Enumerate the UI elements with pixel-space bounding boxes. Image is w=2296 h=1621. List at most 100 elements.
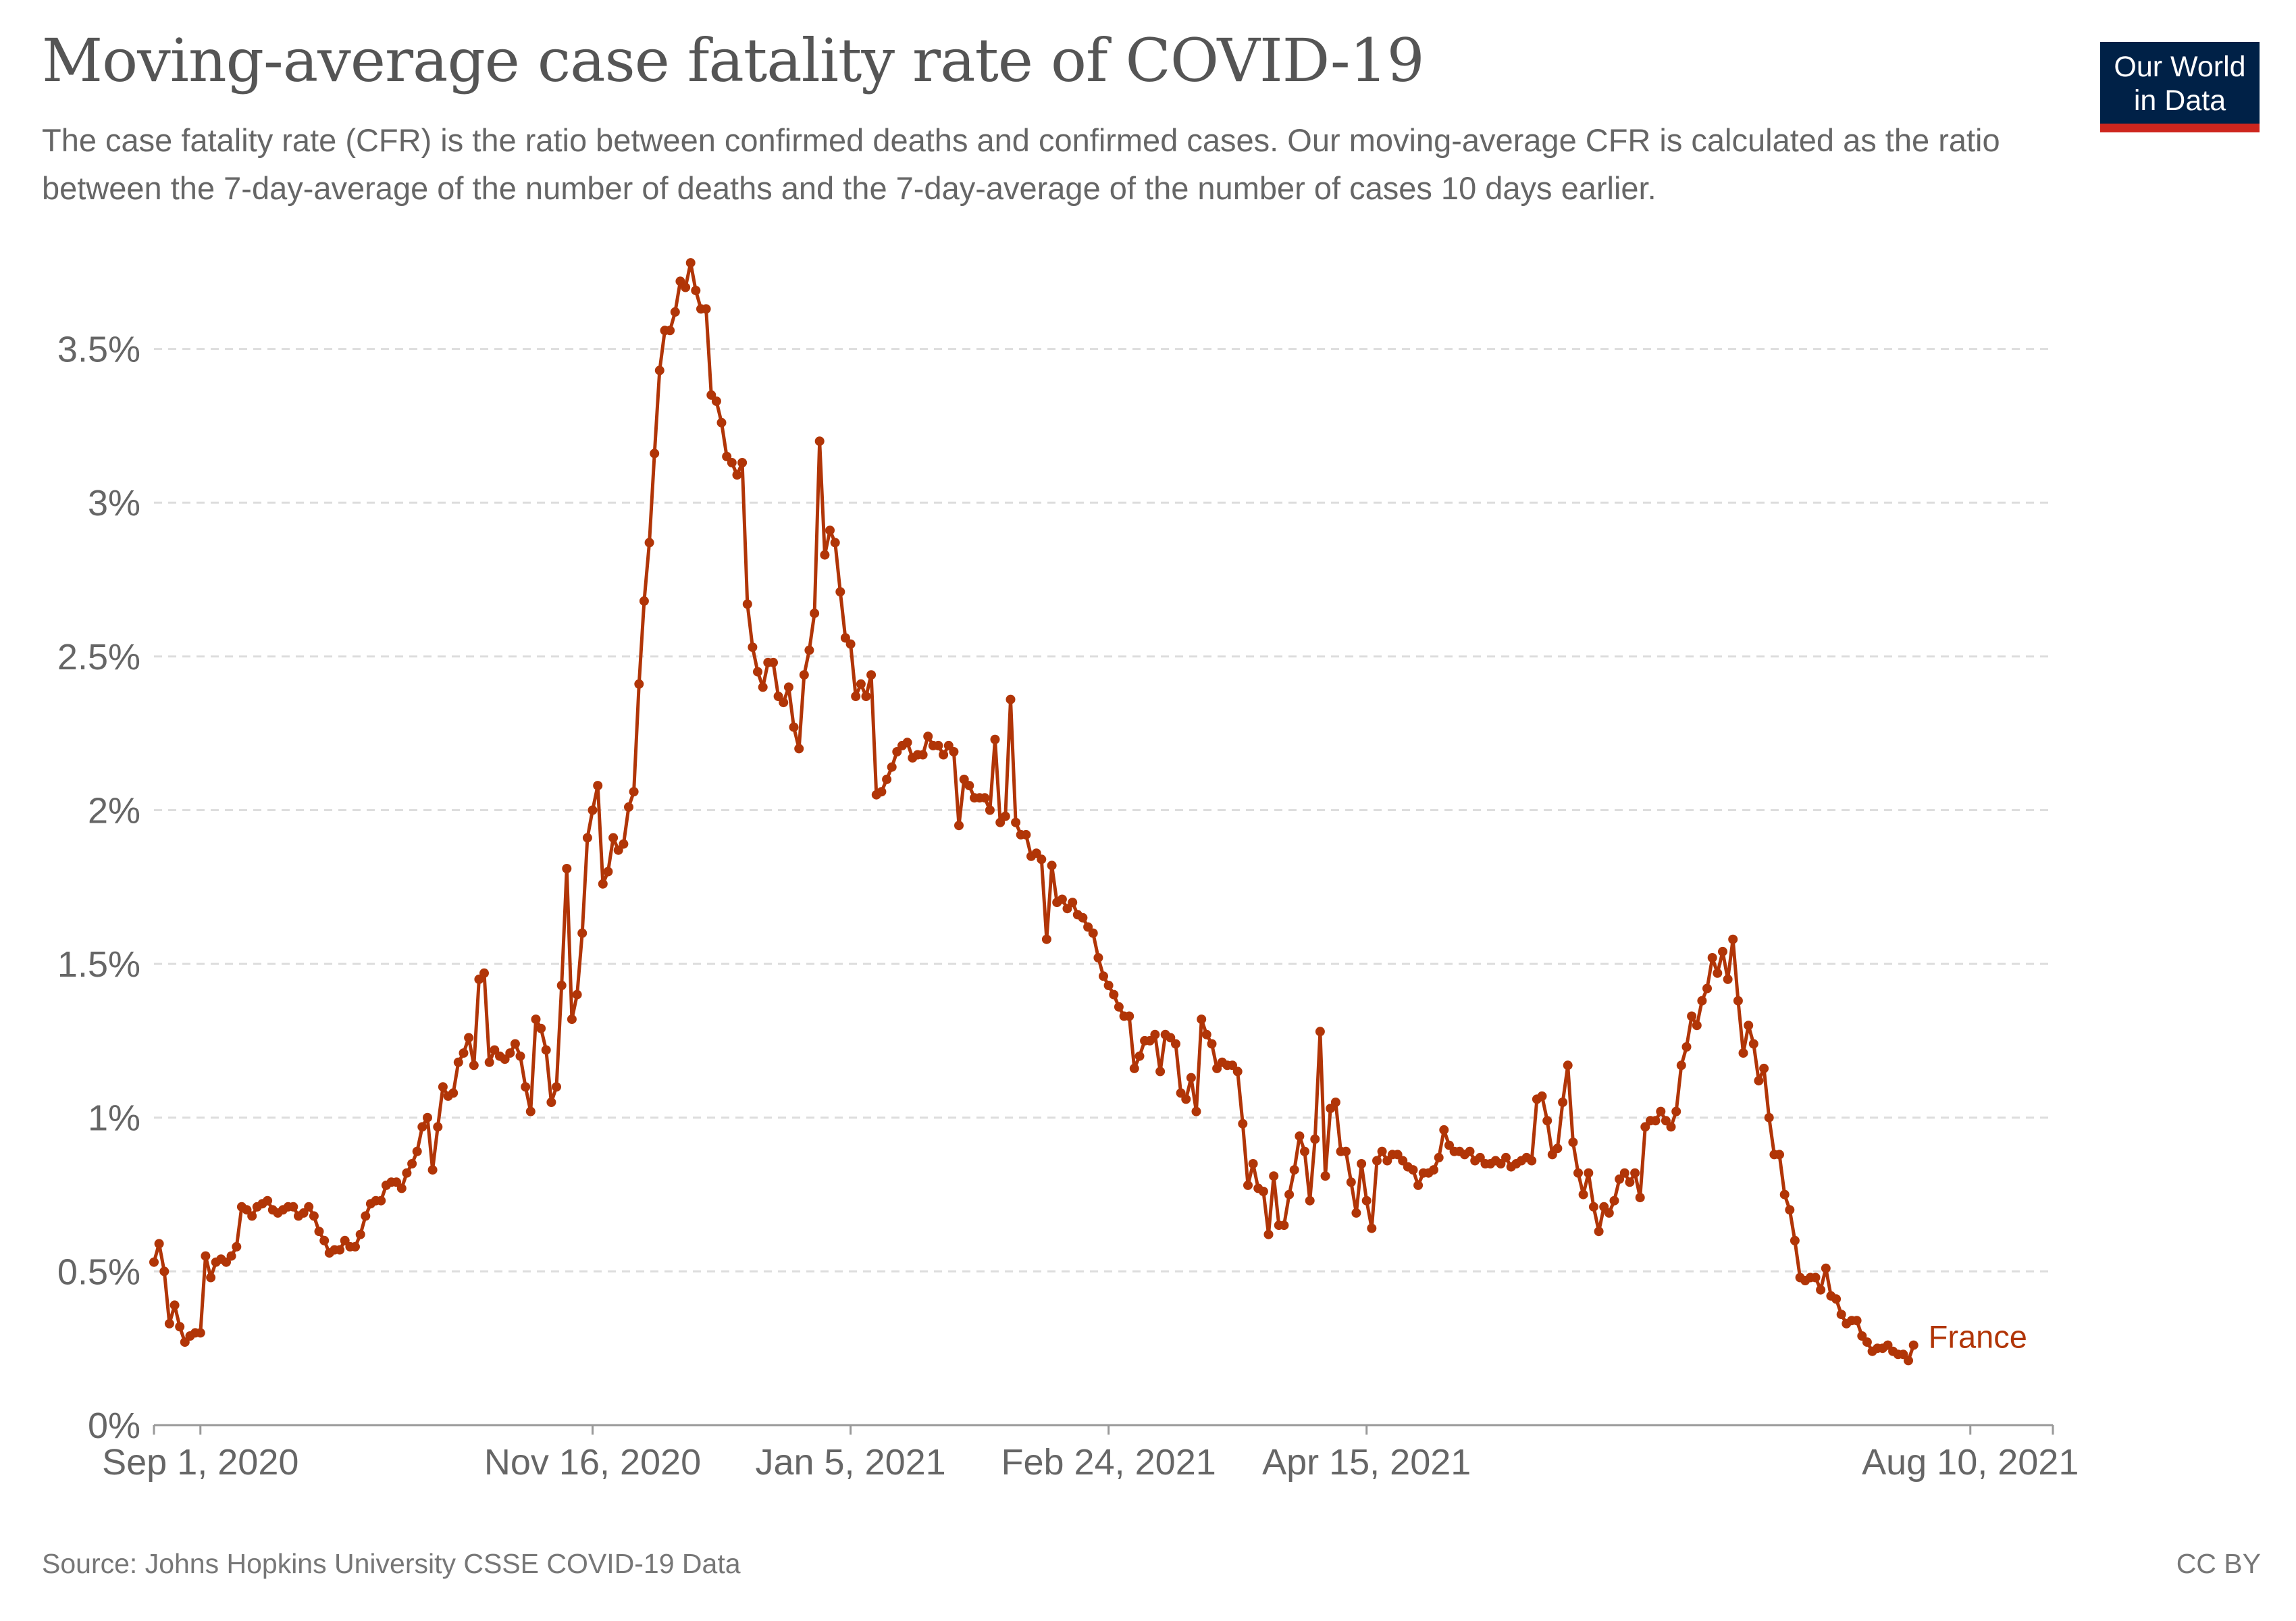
data-point	[1563, 1060, 1573, 1071]
data-point	[902, 738, 912, 748]
data-point	[479, 968, 489, 978]
data-point	[789, 722, 799, 732]
data-point	[670, 307, 680, 317]
data-point	[1300, 1146, 1309, 1156]
data-point	[1635, 1193, 1645, 1203]
data-point	[1351, 1208, 1361, 1218]
owid-logo[interactable]: Our World in Data	[2100, 42, 2260, 132]
data-point	[484, 1057, 494, 1067]
data-point	[226, 1251, 236, 1261]
data-point	[159, 1266, 169, 1277]
y-tick-label: 2%	[88, 790, 140, 831]
data-point	[1759, 1063, 1769, 1073]
data-point	[1068, 898, 1078, 908]
data-point	[619, 839, 629, 849]
data-point	[521, 1082, 531, 1092]
data-point	[804, 645, 814, 655]
data-point	[206, 1272, 216, 1283]
data-point	[783, 682, 793, 692]
data-point	[1103, 981, 1114, 990]
data-point	[1330, 1098, 1340, 1107]
data-point	[412, 1146, 422, 1156]
data-point	[1037, 854, 1047, 865]
data-point	[882, 774, 892, 784]
data-point	[753, 667, 762, 677]
data-point	[923, 731, 933, 742]
data-point	[835, 587, 845, 597]
data-point	[799, 670, 809, 680]
data-point	[1134, 1051, 1145, 1061]
data-point	[1341, 1146, 1351, 1156]
data-point	[1367, 1223, 1377, 1233]
data-point	[309, 1211, 319, 1221]
data-point	[515, 1051, 525, 1061]
license-label[interactable]: CC BY	[2176, 1548, 2261, 1579]
data-point	[1594, 1227, 1604, 1237]
data-point	[355, 1229, 365, 1239]
data-point	[665, 326, 675, 336]
chart-title: Moving-average case fatality rate of COV…	[42, 26, 1425, 95]
x-tick-label: Sep 1, 2020	[102, 1442, 298, 1483]
data-point	[980, 793, 990, 803]
data-point	[1666, 1122, 1676, 1132]
data-point	[1908, 1340, 1919, 1350]
data-point	[263, 1195, 273, 1206]
data-point	[1150, 1029, 1160, 1039]
data-point	[820, 550, 830, 560]
data-point	[1114, 1002, 1124, 1012]
data-point	[423, 1112, 432, 1123]
data-point	[531, 1014, 541, 1025]
data-point	[407, 1159, 417, 1168]
data-point	[1738, 1048, 1748, 1058]
data-point	[1243, 1180, 1253, 1190]
data-point	[459, 1048, 469, 1058]
data-point	[169, 1300, 180, 1310]
data-point	[536, 1023, 546, 1033]
data-point	[1465, 1146, 1475, 1156]
data-point	[552, 1082, 561, 1092]
data-point	[1630, 1168, 1640, 1178]
data-point	[1269, 1171, 1279, 1181]
data-point	[1588, 1202, 1598, 1212]
data-point	[877, 787, 887, 797]
data-point	[464, 1033, 474, 1043]
data-point	[1191, 1106, 1201, 1116]
data-point	[1568, 1137, 1578, 1148]
data-point	[1619, 1168, 1629, 1178]
data-point	[779, 698, 789, 708]
data-point	[1733, 996, 1743, 1006]
data-point	[598, 879, 608, 889]
data-point	[1011, 817, 1021, 827]
data-point	[1754, 1076, 1764, 1086]
data-point	[1702, 983, 1712, 994]
y-tick-label: 2.5%	[57, 637, 140, 677]
data-point	[1836, 1310, 1846, 1320]
data-point	[1047, 860, 1057, 871]
y-tick-label: 3.5%	[57, 330, 140, 370]
data-point	[933, 740, 943, 750]
data-point	[1295, 1131, 1305, 1141]
y-tick-label: 1.5%	[57, 944, 140, 985]
data-point	[1790, 1235, 1800, 1245]
data-point	[768, 657, 778, 667]
data-point	[1429, 1165, 1438, 1175]
data-point	[1676, 1060, 1686, 1071]
data-point	[1862, 1337, 1872, 1347]
data-point	[716, 417, 727, 428]
data-point	[644, 538, 654, 548]
data-point	[1852, 1316, 1862, 1326]
data-point	[1310, 1134, 1320, 1144]
data-point	[1305, 1195, 1315, 1206]
data-point	[959, 774, 969, 784]
data-point	[288, 1202, 298, 1212]
data-point	[1810, 1272, 1821, 1283]
data-point	[1578, 1189, 1588, 1200]
data-point	[985, 805, 995, 815]
data-point	[1057, 894, 1067, 904]
data-point	[1728, 934, 1738, 944]
data-point	[567, 1014, 577, 1025]
data-point	[541, 1045, 551, 1055]
data-point	[1021, 829, 1031, 840]
data-point	[624, 802, 633, 812]
